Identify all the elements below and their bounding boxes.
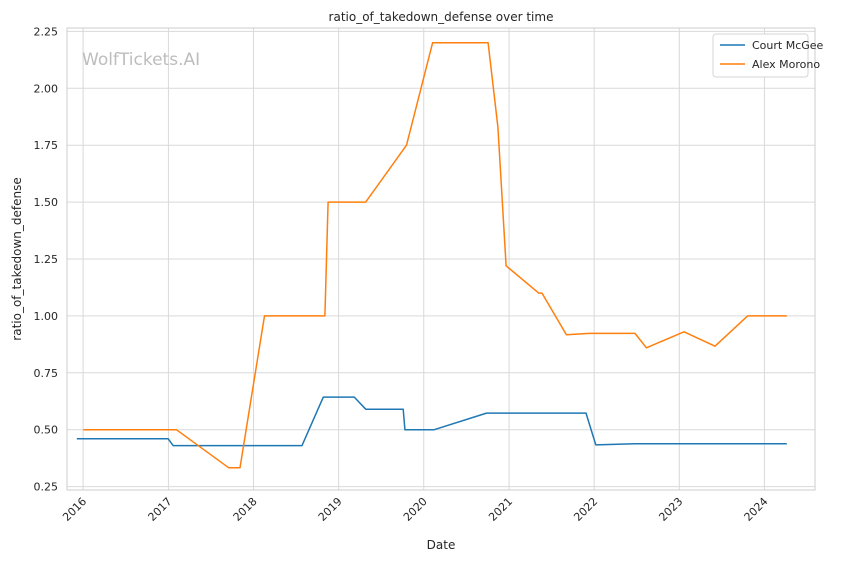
y-tick-labels: 0.25 0.50 0.75 1.00 1.25 1.50 1.75 2.00 2.25 <box>34 25 59 493</box>
x-tick-label: 2017 <box>146 495 175 524</box>
y-tick-label: 2.00 <box>34 82 59 95</box>
series-lines <box>76 42 787 469</box>
grid-lines <box>67 28 815 490</box>
x-tick-label: 2019 <box>316 495 345 524</box>
series-line-alex-morono <box>83 42 787 469</box>
plot-frame <box>66 27 816 491</box>
y-tick-label: 0.50 <box>34 424 59 437</box>
x-tick-label: 2024 <box>742 495 771 524</box>
y-tick-label: 1.00 <box>34 310 59 323</box>
y-tick-label: 0.75 <box>34 367 59 380</box>
series-line-court-mcgee <box>76 396 787 447</box>
x-tick-label: 2021 <box>486 495 515 524</box>
y-tick-label: 1.75 <box>34 139 59 152</box>
x-axis-label: Date <box>427 538 456 552</box>
y-tick-label: 1.25 <box>34 253 59 266</box>
y-tick-label: 0.25 <box>34 481 59 494</box>
y-tick-label: 2.25 <box>34 25 59 38</box>
legend: Court McGee Alex Morono <box>712 33 824 78</box>
watermark: WolfTickets.AI <box>82 50 200 70</box>
x-tick-label: 2018 <box>231 495 260 524</box>
x-tick-labels: 2016 2017 2018 2019 2020 2021 2022 2023 2024 <box>60 495 770 524</box>
y-axis-label: ratio_of_takedown_defense <box>10 177 24 340</box>
x-tick-label: 2020 <box>401 495 430 524</box>
x-tick-label: 2023 <box>656 495 685 524</box>
chart-title: ratio_of_takedown_defense over time <box>329 10 554 24</box>
legend-label-alex-morono: Alex Morono <box>752 58 820 71</box>
x-tick-label: 2016 <box>60 495 89 524</box>
y-tick-label: 1.50 <box>34 196 59 209</box>
legend-label-court-mcgee: Court McGee <box>752 39 824 52</box>
x-tick-label: 2022 <box>571 495 600 524</box>
